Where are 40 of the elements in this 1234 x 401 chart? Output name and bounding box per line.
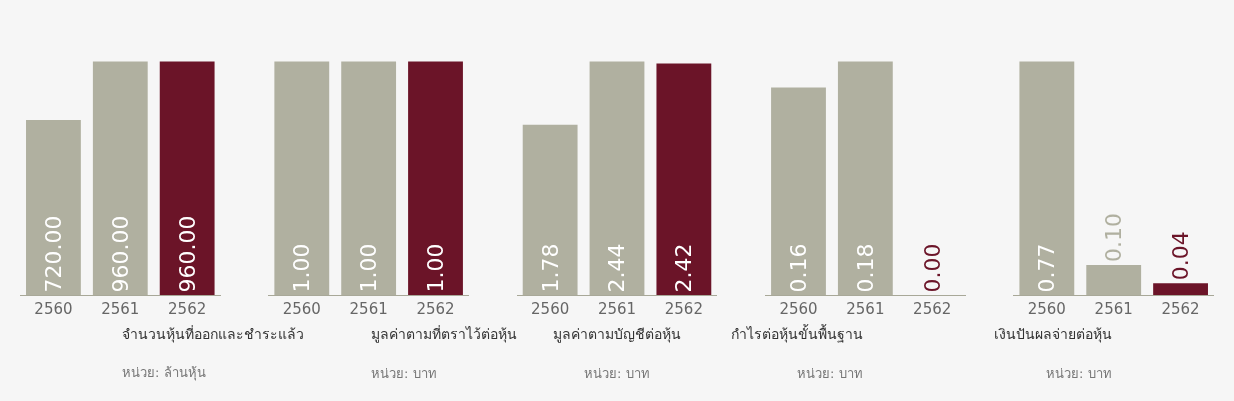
text: หน่วย: บาท [584,366,650,381]
x-tick-label: 2560 [282,300,321,319]
x-tick-label: 2562 [913,300,952,319]
x-tick-label: 2560 [531,300,570,319]
data-label: 2.44 [604,243,630,293]
x-tick-label: 2562 [664,300,703,319]
x-tick-label: 2561 [349,300,388,319]
data-label: 1.78 [537,243,563,293]
data-label: 0.77 [1034,243,1060,293]
x-tick-label: 2561 [597,300,637,319]
data-label: 0.16 [785,243,811,293]
data-label: 1.00 [356,243,382,293]
x-tick-label: 2560 [34,300,73,319]
text: จำนวนหุ้นที่ออกและชำระแล้ว [122,325,304,343]
data-label: 960.00 [174,215,200,293]
text: มูลค่าตามบัญชีต่อหุ้น [553,326,681,343]
x-tick-label: 2561 [1094,300,1133,319]
text: เงินปันผลจ่ายต่อหุ้น [994,326,1112,343]
data-label: 1.00 [289,243,315,293]
x-tick-label: 2560 [1027,300,1066,319]
x-tick-label: 2561 [101,300,140,319]
text: หน่วย: บาท [371,366,437,381]
data-label: 2.42 [671,243,697,293]
data-label: 0.04 [1168,231,1194,281]
text: กำไรต่อหุ้นขั้นพื้นฐาน [731,324,863,343]
data-label: 720.00 [40,215,66,293]
text: หน่วย: ล้านหุ้น [122,365,206,381]
data-label: 960.00 [107,215,133,293]
text: มูลค่าตามที่ตราไว้ต่อหุ้น [371,325,517,343]
x-tick-label: 2560 [779,300,818,319]
data-label: 0.00 [919,243,945,293]
text: หน่วย: บาท [797,366,863,381]
x-tick-label: 2562 [1161,300,1200,319]
x-tick-label: 2562 [416,300,455,319]
x-tick-label: 2561 [846,300,885,319]
data-label: 0.18 [852,243,878,293]
x-tick-label: 2562 [168,300,207,319]
data-label: 0.10 [1101,213,1127,263]
text: หน่วย: บาท [1046,366,1112,381]
data-label: 1.00 [423,243,449,293]
